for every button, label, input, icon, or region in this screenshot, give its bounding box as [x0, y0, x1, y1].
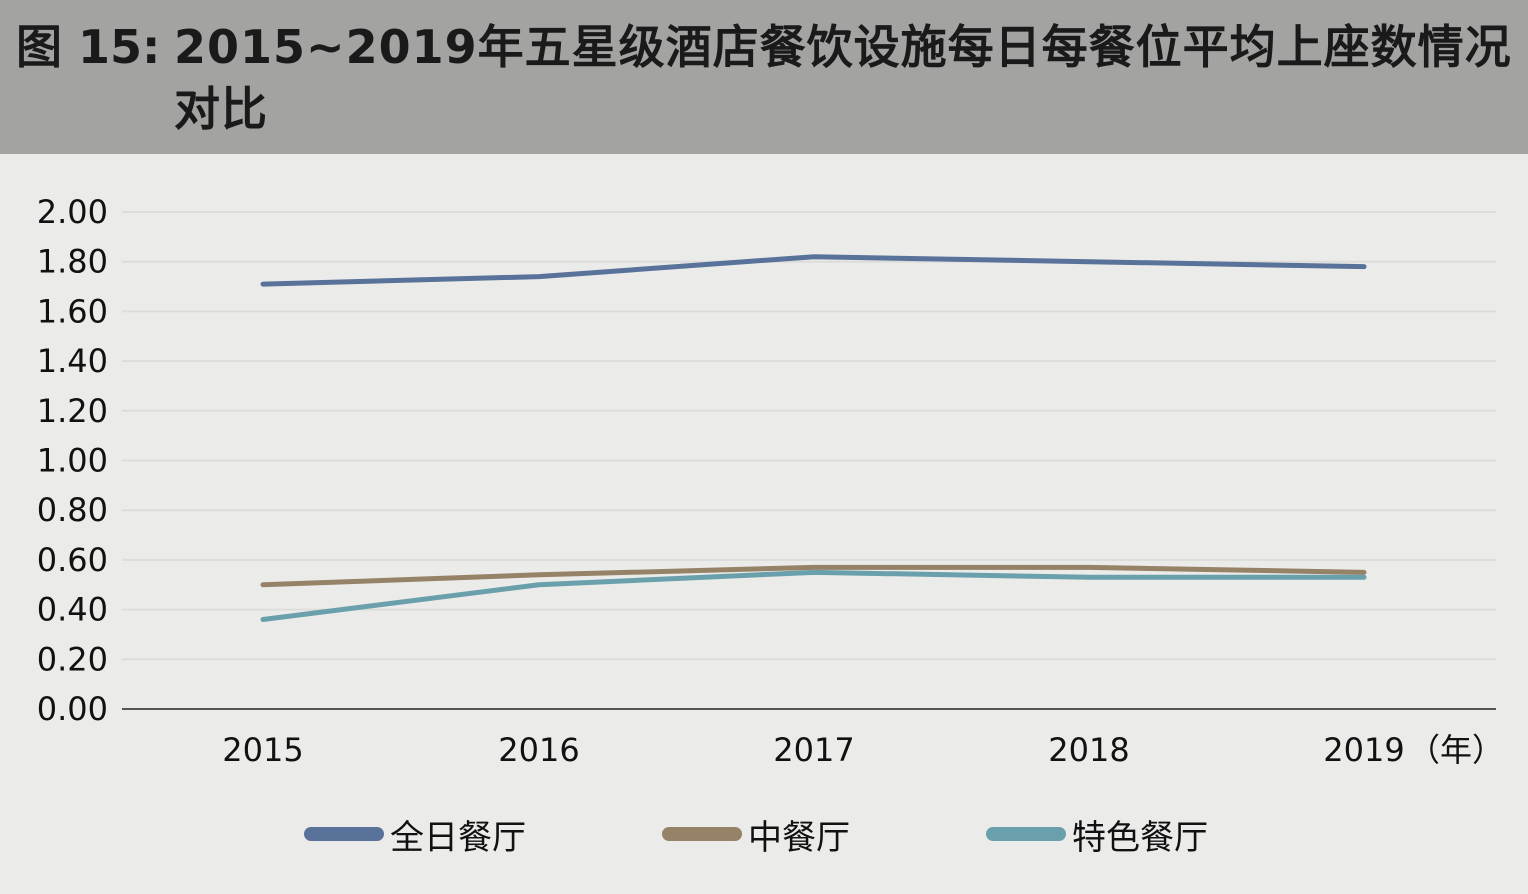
y-tick-label: 2.00 [37, 193, 108, 231]
y-tick-label: 0.40 [37, 591, 108, 629]
x-tick-label: 2019 [1323, 731, 1404, 769]
series-line [260, 569, 1367, 623]
legend-label: 全日餐厅 [390, 817, 526, 858]
series-line [260, 254, 1367, 287]
x-tick-label: 2015 [222, 731, 303, 769]
y-tick-label: 0.60 [37, 541, 108, 579]
legend: 全日餐厅 中餐厅 特色餐厅 [0, 806, 1528, 862]
x-axis-unit: （年） [1408, 731, 1504, 769]
legend-swatch [304, 827, 384, 841]
y-tick-label: 1.80 [37, 243, 108, 281]
title-bar: 图 15: 2015~2019年五星级酒店餐饮设施每日每餐位平均上座数情况对比 [0, 0, 1528, 154]
legend-swatch [662, 827, 742, 841]
legend-item: 特色餐厅 [986, 806, 1208, 862]
y-tick-label: 1.60 [37, 292, 108, 330]
x-tick-label: 2016 [498, 731, 579, 769]
legend-item: 全日餐厅 [304, 806, 526, 862]
legend-label: 特色餐厅 [1072, 817, 1208, 858]
y-tick-label: 0.20 [37, 640, 108, 678]
figure-label: 图 15: [16, 20, 161, 74]
legend-label: 中餐厅 [748, 817, 850, 858]
y-tick-label: 1.20 [37, 392, 108, 430]
legend-swatch [986, 827, 1066, 841]
line-chart: 0.00 0.20 0.40 0.60 0.80 1.00 1.20 1.40 1.60 1.80… [37, 193, 1504, 769]
chart-title: 2015~2019年五星级酒店餐饮设施每日每餐位平均上座数情况对比 [174, 20, 1512, 136]
y-tick-label: 1.00 [37, 442, 108, 480]
y-tick-label: 0.00 [37, 690, 108, 728]
x-tick-label: 2017 [773, 731, 854, 769]
legend-item: 中餐厅 [662, 806, 850, 862]
x-tick-label: 2018 [1048, 731, 1129, 769]
y-tick-label: 0.80 [37, 491, 108, 529]
series-line [260, 564, 1367, 588]
y-tick-label: 1.40 [37, 342, 108, 380]
